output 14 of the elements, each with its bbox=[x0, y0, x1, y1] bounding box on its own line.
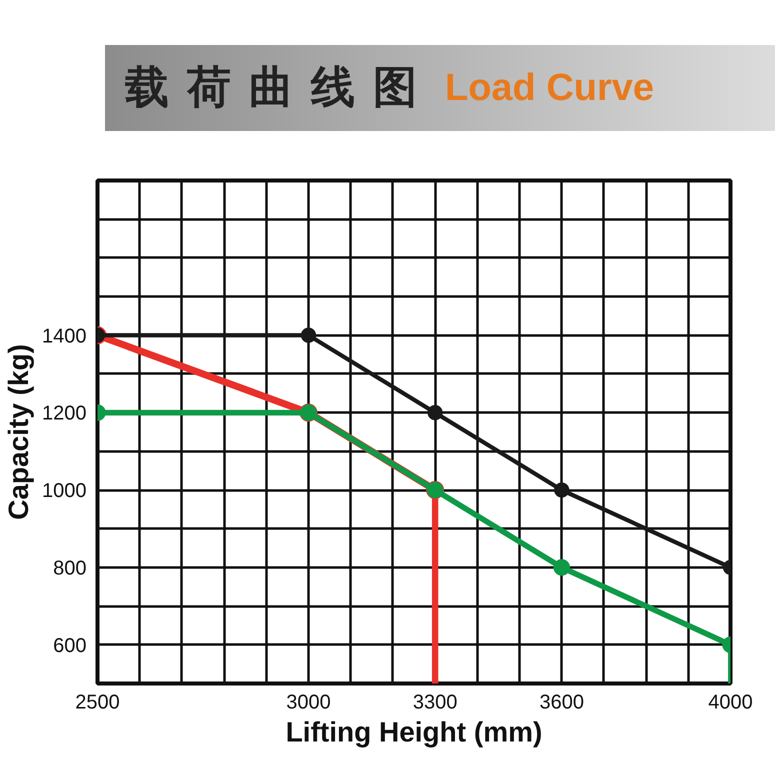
y-tick-label: 1400 bbox=[42, 325, 87, 348]
x-tick-label: 3300 bbox=[412, 692, 458, 714]
x-axis-title: Lifting Height (mm) bbox=[286, 716, 542, 748]
y-axis-title: Capacity (kg) bbox=[3, 344, 34, 520]
x-tick-label: 3000 bbox=[286, 692, 331, 714]
y-tick-label: 1200 bbox=[42, 402, 87, 425]
y-tick-label: 800 bbox=[53, 557, 87, 580]
x-tick-label: 2500 bbox=[75, 692, 120, 714]
x-tick-label: 3600 bbox=[539, 692, 584, 714]
y-tick-label: 600 bbox=[53, 634, 87, 657]
chart-subtitle: Load Curve bbox=[445, 66, 654, 111]
chart-title: 载荷曲线图 bbox=[125, 62, 435, 114]
y-tick-label: 1000 bbox=[42, 480, 87, 502]
x-tick-label: 4000 bbox=[708, 692, 753, 714]
